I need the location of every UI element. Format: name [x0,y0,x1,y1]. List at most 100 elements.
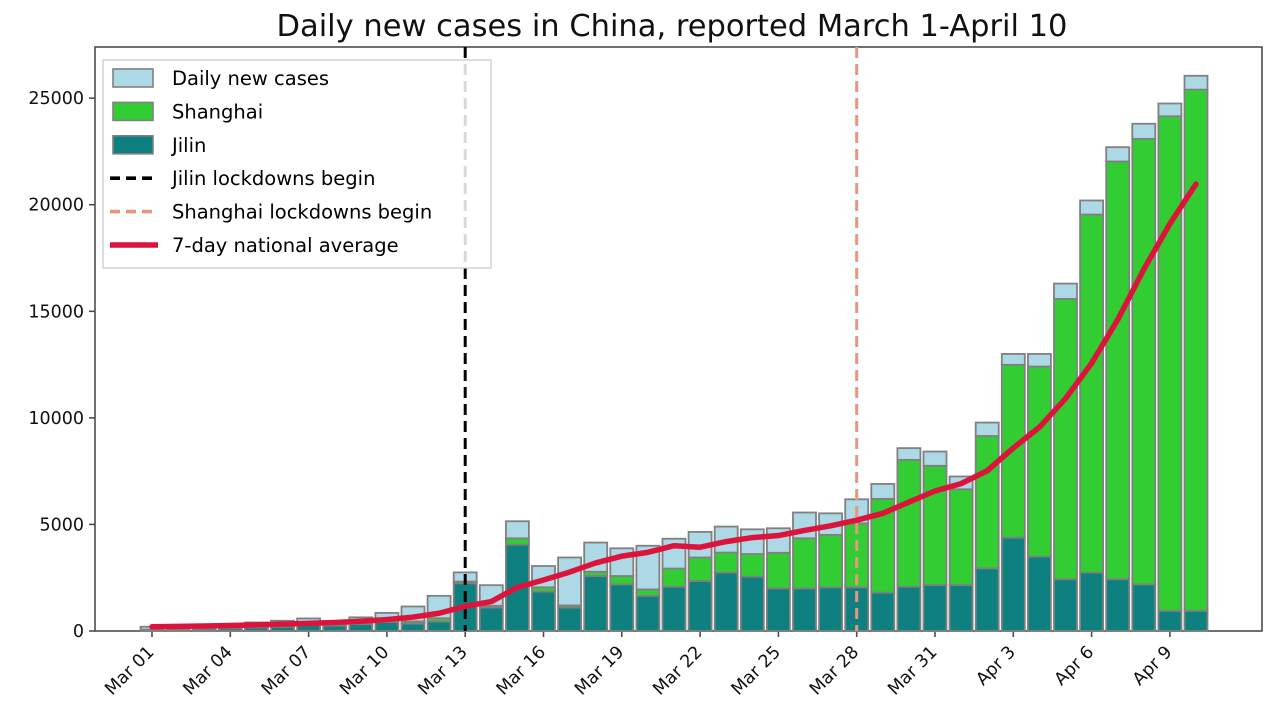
legend-swatch-jilin [112,135,154,155]
legend-item: Shanghai [112,100,263,123]
bar-segment-shanghai [974,435,1000,570]
bar-segment-shanghai [792,537,817,590]
x-tick-label: Mar 25 [728,642,785,699]
bar-segment-jilin [557,606,582,632]
bar-segment-total [1000,353,1026,366]
bar-segment-jilin [1053,578,1078,632]
y-tick-label: 10000 [28,409,84,429]
legend-item: Jilin lockdowns begin [110,167,375,190]
seven-day-average-line [149,181,1199,630]
bar-segment-shanghai [818,533,843,589]
bar-segment-shanghai [1131,137,1157,586]
x-axis: Mar 01 Mar 04 Mar 07 Mar 10 Mar 13 Mar 16 Mar … [101,631,1176,700]
bar-segment-total [1131,122,1157,140]
y-tick-label: 15000 [28,302,84,322]
bar-segment-shanghai [739,553,765,578]
bar-segment-shanghai [922,464,948,586]
y-tick-label: 5000 [39,515,84,535]
y-tick-label: 0 [73,622,84,642]
bar-segment-shanghai [1027,365,1052,558]
bar-segment-jilin [531,590,556,632]
bar-segment-jilin [661,585,687,632]
x-tick-label: Mar 28 [806,642,863,699]
legend-label: Daily new cases [172,67,329,90]
bar-segment-total [1183,74,1209,91]
legend-label: Shanghai lockdowns begin [172,201,432,224]
legend-swatch-daily-new-cases [112,68,154,88]
bar-segment-shanghai [948,488,974,586]
bar-segment-shanghai [766,551,791,590]
x-tick-label: Mar 13 [415,642,472,699]
bar-segment-jilin [818,586,843,632]
bar-segment-total [974,421,1000,437]
bar-segment-shanghai [504,537,530,546]
legend: Daily new cases Shanghai Jilin Jilin lockdo… [102,59,492,269]
bar-segment-jilin [713,571,739,632]
legend-label: 7-day national average [172,234,399,257]
bar-segment-shanghai [687,556,713,582]
bar-segment-total [1027,353,1052,368]
chart-title: Daily new cases in China, reported March… [277,9,1068,44]
x-tick-label: Apr 9 [1129,642,1176,689]
legend-box [102,59,492,269]
bar-segment-jilin [1079,571,1104,632]
bar-segment-shanghai [1053,298,1078,581]
legend-item: Shanghai lockdowns begin [110,201,432,224]
bar-segment-jilin [478,606,504,632]
x-tick-label: Mar 01 [101,642,158,699]
bar-segment-jilin [896,585,922,632]
bar-segment-shanghai [713,551,739,574]
bar-segment-total [739,528,765,555]
y-axis: 0 5000 10000 15000 20000 25000 [28,89,95,642]
legend-item: Jilin [112,134,206,157]
bar-segment-jilin [1027,555,1052,632]
x-tick-label: Mar 04 [180,642,237,699]
bar-segment-shanghai [1105,160,1131,581]
bar-segment-total [1079,199,1104,216]
bar-segment-jilin [1157,609,1183,632]
bar-segment-jilin [374,621,400,632]
bar-segment-total [870,483,896,500]
x-tick-label: Mar 07 [258,642,315,699]
bar-segment-jilin [1105,578,1131,632]
bar-segment-jilin [922,584,948,632]
bar-segment-jilin [400,622,426,632]
bar-segment-shanghai [661,567,687,588]
bar-segment-total [896,447,922,461]
bar-segment-jilin [974,567,1000,632]
bar-segment-jilin [1000,536,1026,632]
bar-segment-jilin [1131,583,1157,632]
bar-segment-jilin [635,594,661,632]
x-tick-label: Mar 10 [336,642,393,699]
bar-segment-total [922,450,948,467]
bar-segment-jilin [687,580,713,632]
x-tick-label: Mar 31 [884,642,941,699]
x-tick-label: Apr 6 [1051,642,1098,689]
x-tick-label: Apr 3 [972,642,1019,689]
bar-segment-total [1157,102,1183,118]
bar-segment-total [1105,146,1131,163]
bar-segment-shanghai [1183,88,1209,612]
bar-segment-shanghai [1157,115,1183,612]
bar-segment-jilin [766,587,791,632]
legend-label: Jilin lockdowns begin [170,167,375,190]
bar-segment-total [504,520,530,540]
legend-swatch-shanghai [112,101,154,122]
bar-segment-shanghai [1079,213,1104,574]
bar-segment-shanghai [896,458,922,588]
y-tick-label: 25000 [28,89,84,109]
bar-segment-jilin [1183,609,1209,632]
legend-item: 7-day national average [110,234,399,257]
bar-segment-shanghai [635,588,661,597]
bar-segment-jilin [609,583,635,632]
bar-segment-jilin [348,623,374,632]
bar-segment-total [635,544,661,591]
bar-segment-total [1053,282,1078,300]
bar-segment-jilin [739,575,765,632]
x-tick-label: Mar 19 [571,642,628,699]
x-tick-label: Mar 16 [493,642,550,699]
legend-label: Jilin [170,134,206,157]
legend-label: Shanghai [172,100,263,123]
